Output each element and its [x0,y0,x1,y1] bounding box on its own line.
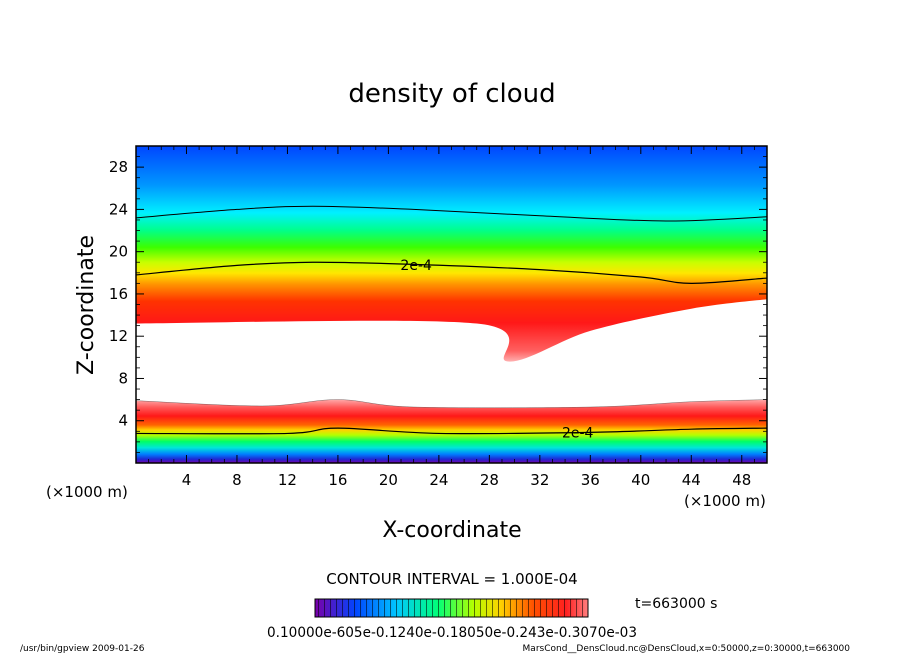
time-label: t=663000 s [635,596,717,612]
x-tick-label: 4 [182,471,192,489]
y-tick-label: 28 [109,158,128,176]
footer-right: MarsCond__DensCloud.nc@DensCloud,x=0:500… [523,644,851,654]
x-tick-label: 32 [530,471,549,489]
x-tick-label: 36 [581,471,600,489]
density-field [136,146,767,463]
x-tick-label: 44 [682,471,701,489]
footer-left: /usr/bin/gpview 2009-01-26 [20,644,145,654]
contour-label-upper: 2e-4 [400,258,432,274]
x-axis-title: X-coordinate [382,518,521,543]
contour-label-lower: 2e-4 [562,425,594,441]
lower-contour-2e-4 [136,427,767,435]
x-tick-label: 28 [480,471,499,489]
x-tick-label: 20 [379,471,398,489]
contour-interval-text: CONTOUR INTERVAL = 1.000E-04 [326,570,577,588]
x-unit-label: (×1000 m) [684,492,766,510]
x-tick-label: 40 [631,471,650,489]
colorbar-frame [314,598,589,618]
x-tick-label: 24 [429,471,448,489]
x-tick-label: 12 [278,471,297,489]
y-tick-label: 4 [118,412,128,430]
y-tick-label: 20 [109,243,128,261]
y-axis-title: Z-coordinate [74,235,99,375]
colorbar [314,598,589,618]
upper-contour-2e-4 [136,261,767,284]
x-axis: 4 8 12 16 20 24 28 32 36 40 44 48 [148,146,755,489]
colorbar-labels: 0.10000e-605e-0.1240e-0.18050e-0.243e-0.… [267,625,637,641]
x-tick-label: 48 [732,471,751,489]
chart-title: density of cloud [348,79,555,109]
y-tick-label: 24 [109,200,128,218]
z-unit-label: (×1000 m) [46,483,128,501]
y-tick-label: 8 [118,369,128,387]
upper-cloud-band [136,146,767,362]
y-tick-label: 12 [109,327,128,345]
upper-outer-contour [136,205,767,222]
y-axis: 4 8 12 16 20 24 28 [109,156,767,453]
lower-cloud-band [136,399,767,463]
x-tick-label: 8 [232,471,242,489]
y-tick-label: 16 [109,285,128,303]
lower-top-contour [136,399,767,409]
x-tick-label: 16 [328,471,347,489]
contour-lines: 2e-4 2e-4 [136,205,767,441]
colorbar-stripes [315,599,588,617]
